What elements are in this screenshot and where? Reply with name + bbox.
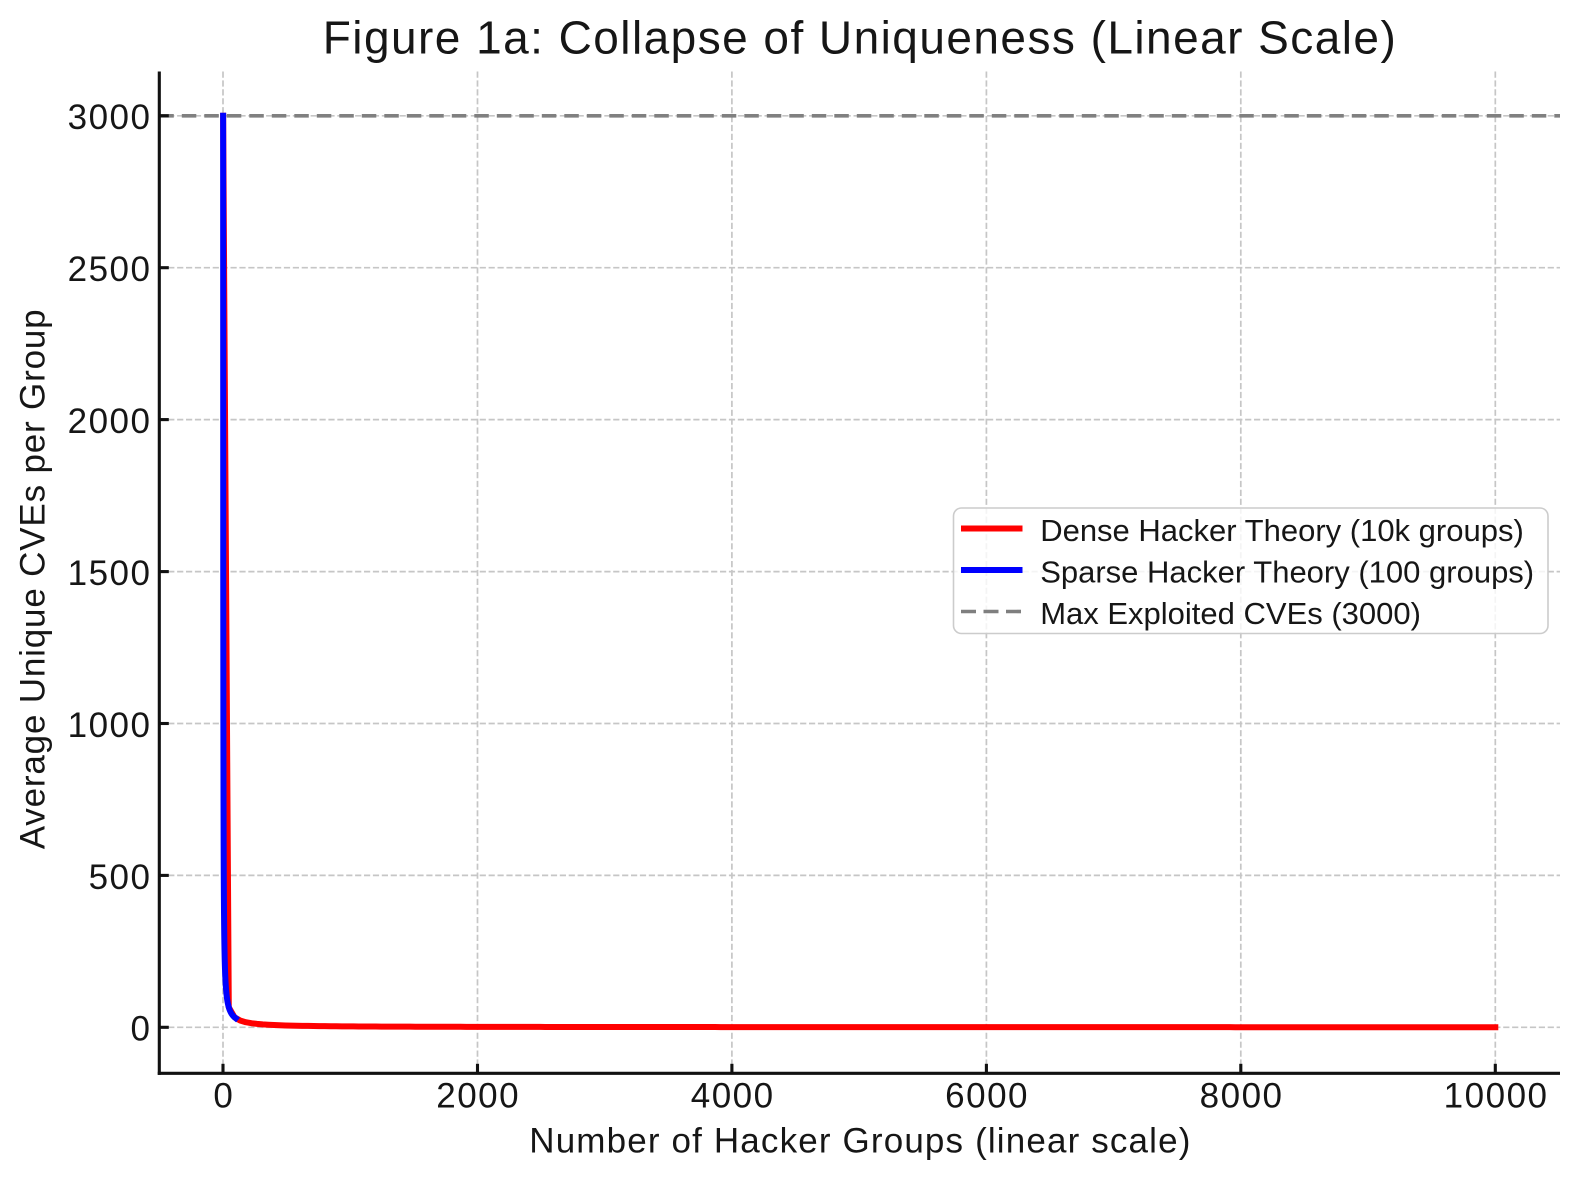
svg-text:2000: 2000 [68, 402, 152, 441]
svg-text:3000: 3000 [68, 98, 152, 137]
svg-text:Sparse Hacker Theory (100 grou: Sparse Hacker Theory (100 groups) [1040, 555, 1534, 590]
svg-text:2000: 2000 [436, 1076, 520, 1115]
svg-text:Average Unique CVEs per Group: Average Unique CVEs per Group [14, 309, 53, 850]
svg-text:1500: 1500 [68, 554, 152, 593]
svg-text:500: 500 [89, 858, 152, 897]
svg-text:Max Exploited CVEs (3000): Max Exploited CVEs (3000) [1040, 596, 1421, 631]
svg-text:2500: 2500 [68, 250, 152, 289]
svg-text:Dense Hacker Theory (10k group: Dense Hacker Theory (10k groups) [1040, 513, 1524, 548]
svg-text:0: 0 [213, 1076, 234, 1115]
svg-text:1000: 1000 [68, 706, 152, 745]
svg-text:8000: 8000 [1200, 1076, 1284, 1115]
svg-text:4000: 4000 [691, 1076, 775, 1115]
svg-text:6000: 6000 [945, 1076, 1029, 1115]
svg-text:10000: 10000 [1444, 1076, 1549, 1115]
svg-text:Number of Hacker Groups (linea: Number of Hacker Groups (linear scale) [529, 1122, 1191, 1161]
svg-text:0: 0 [131, 1010, 152, 1049]
svg-text:Figure 1a: Collapse of Uniquen: Figure 1a: Collapse of Uniqueness (Linea… [323, 12, 1397, 64]
